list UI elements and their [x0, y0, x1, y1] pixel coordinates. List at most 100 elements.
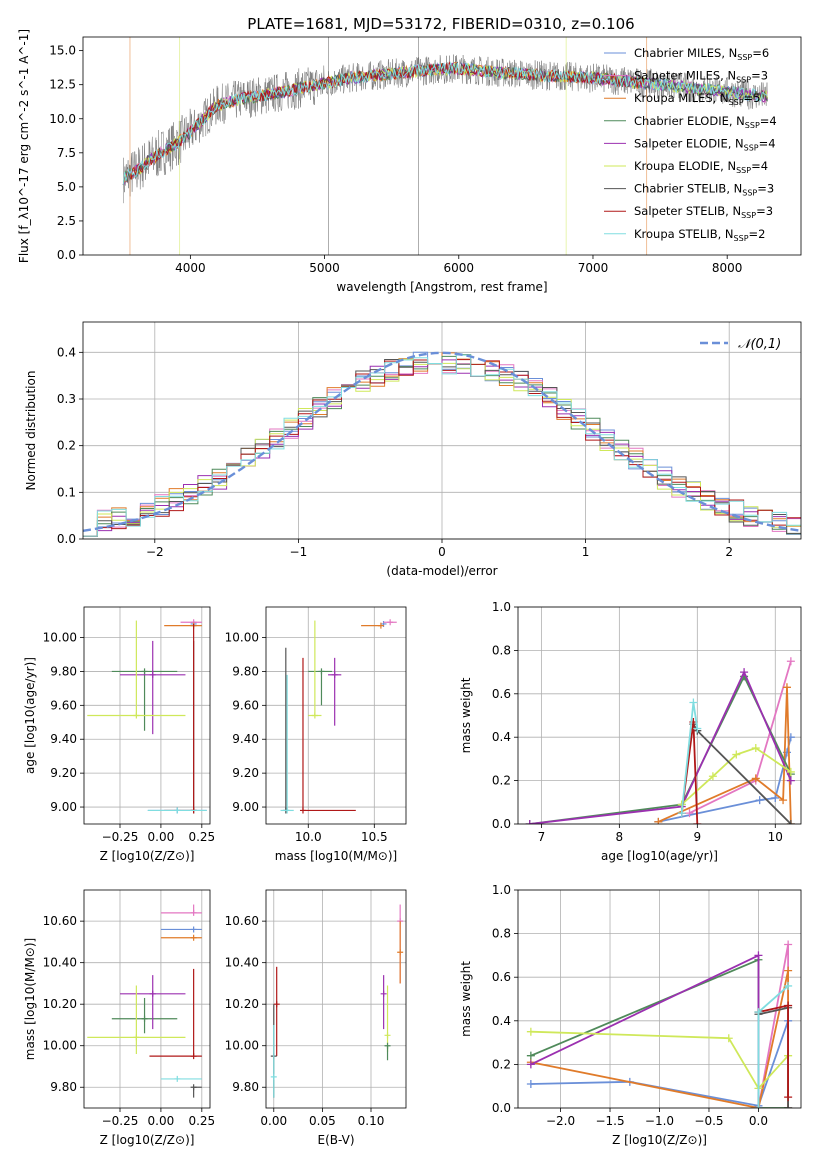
y-tick-label: 0.3 [57, 392, 76, 406]
y-tick-label: 2.5 [57, 214, 76, 228]
data-point-marker [754, 951, 763, 960]
x-tick-label: 7000 [578, 261, 609, 275]
legend-label: Chabrier ELODIE, NSSP=4 [634, 114, 777, 130]
data-point-marker [786, 820, 795, 824]
x-tick-label: 1 [582, 545, 590, 559]
data-point-marker [689, 698, 698, 707]
x-tick-label: −0.25 [102, 830, 139, 844]
x-tick-label: 8 [616, 830, 624, 844]
y-tick-label: 9.60 [232, 698, 259, 712]
x-tick-label: −1 [290, 545, 308, 559]
y-axis-label: Flux [f_λ10^-17 erg cm^-2 s^-1 A^-1] [17, 29, 31, 263]
data-point-marker [782, 683, 791, 692]
axes-frame [265, 889, 407, 1109]
data-point-marker [384, 1042, 391, 1049]
x-tick-label: 9 [693, 830, 701, 844]
x-tick-label: 5000 [309, 261, 340, 275]
data-point-marker [331, 671, 338, 678]
plot-area [122, 37, 768, 255]
massweight-vs-metallicity-panel: −2.0 −1.5 −1.0 −0.5 0.0 0.0 0.2 0.4 0.6 0.8 1.0 Z [… [459, 883, 802, 1147]
y-tick-label: 9.40 [232, 732, 259, 746]
y-axis-label: mass weight [459, 677, 473, 753]
y-tick-label: 9.20 [232, 766, 259, 780]
y-tick-label: 0.0 [57, 532, 76, 546]
y-tick-label: 1.0 [492, 883, 511, 897]
data-point-marker [786, 776, 795, 785]
data-point-marker [708, 772, 717, 781]
data-point-marker [318, 668, 325, 675]
data-point-marker [526, 1060, 535, 1069]
legend-label: Kroupa STELIB, NSSP=2 [634, 227, 765, 243]
legend-label: Chabrier STELIB, NSSP=3 [634, 182, 774, 198]
y-tick-label: 10.40 [43, 956, 77, 970]
plot-area [87, 904, 202, 1098]
x-tick-label: 10.5 [361, 830, 388, 844]
data-point-marker [133, 712, 140, 719]
y-tick-label: 9.20 [50, 766, 77, 780]
axes-frame [83, 889, 211, 1109]
y-tick-label: 9.80 [50, 664, 77, 678]
data-point-marker [685, 809, 694, 818]
y-tick-label: 0.8 [492, 643, 511, 657]
legend-label: Kroupa ELODIE, NSSP=4 [634, 159, 768, 175]
residuals-panel: −2 −1 0 1 2 0.0 0.1 0.2 0.3 0.4 (data-model)/error… [24, 321, 802, 578]
y-tick-label: 9.60 [50, 698, 77, 712]
normal-distribution-curve [83, 351, 801, 532]
data-point-marker [784, 1104, 793, 1108]
axes-frame [265, 606, 407, 825]
y-tick-label: 0.0 [492, 817, 511, 831]
y-tick-label: 9.40 [50, 732, 77, 746]
age-vs-mass-panel: 10.0 10.5 9.00 9.20 9.40 9.60 9.80 10.00 mass [l… [225, 606, 407, 863]
y-tick-label: 7.5 [57, 146, 76, 160]
residual-histogram-8 [83, 354, 801, 537]
x-tick-label: 0.10 [358, 1114, 385, 1128]
x-tick-label: 0.0 [749, 1114, 768, 1128]
data-point-marker [526, 1027, 535, 1036]
data-point-marker [786, 767, 795, 776]
x-axis-label: (data-model)/error [386, 564, 497, 578]
massweight-series-6 [692, 723, 792, 824]
y-tick-label: 0.2 [492, 1057, 511, 1071]
y-axis-label: age [log10(age/yr)] [23, 657, 37, 774]
x-tick-label: −0.5 [694, 1114, 723, 1128]
x-tick-label: −2 [146, 545, 164, 559]
plot-area [83, 351, 801, 537]
x-tick-label: 2 [725, 545, 733, 559]
y-axis-label: mass [log10(M/M⊙)] [23, 938, 37, 1060]
x-axis-label: age [log10(age/yr)] [601, 849, 718, 863]
data-point-marker [784, 1001, 793, 1010]
data-point-marker [751, 774, 760, 783]
y-tick-label: 0.2 [492, 774, 511, 788]
x-axis-label: E(B-V) [317, 1133, 354, 1147]
data-point-marker [190, 1084, 197, 1091]
y-tick-label: 10.20 [225, 997, 259, 1011]
plot-area [280, 619, 397, 814]
data-point-marker [654, 817, 663, 824]
x-tick-label: 0.05 [309, 1114, 336, 1128]
data-point-marker [784, 981, 793, 990]
x-tick-label: 4000 [175, 261, 206, 275]
data-point-marker [174, 1075, 181, 1082]
data-point-marker [190, 1053, 197, 1060]
y-tick-label: 0.2 [57, 439, 76, 453]
x-tick-label: 6000 [444, 261, 475, 275]
x-tick-label: −1.5 [595, 1114, 624, 1128]
legend-label: Salpeter ELODIE, NSSP=4 [634, 136, 776, 152]
data-point-marker [754, 1008, 763, 1017]
data-point-marker [693, 724, 702, 733]
x-tick-label: 0.25 [188, 830, 215, 844]
data-point-marker [380, 990, 387, 997]
data-point-marker [754, 1104, 763, 1108]
data-point-marker [693, 820, 702, 824]
data-point-marker [141, 668, 148, 675]
y-tick-label: 9.80 [232, 664, 259, 678]
data-point-marker [751, 744, 760, 753]
x-tick-label: 10.0 [295, 830, 322, 844]
data-point-marker [771, 793, 780, 802]
data-point-marker [784, 1093, 793, 1102]
massweight-vs-age-panel: 7 8 9 10 0.0 0.2 0.4 0.6 0.8 1.0 age [log10(age/yr… [459, 600, 802, 863]
y-tick-label: 0.4 [57, 345, 76, 359]
data-point-marker [786, 657, 795, 666]
y-tick-label: 10.00 [225, 631, 259, 645]
